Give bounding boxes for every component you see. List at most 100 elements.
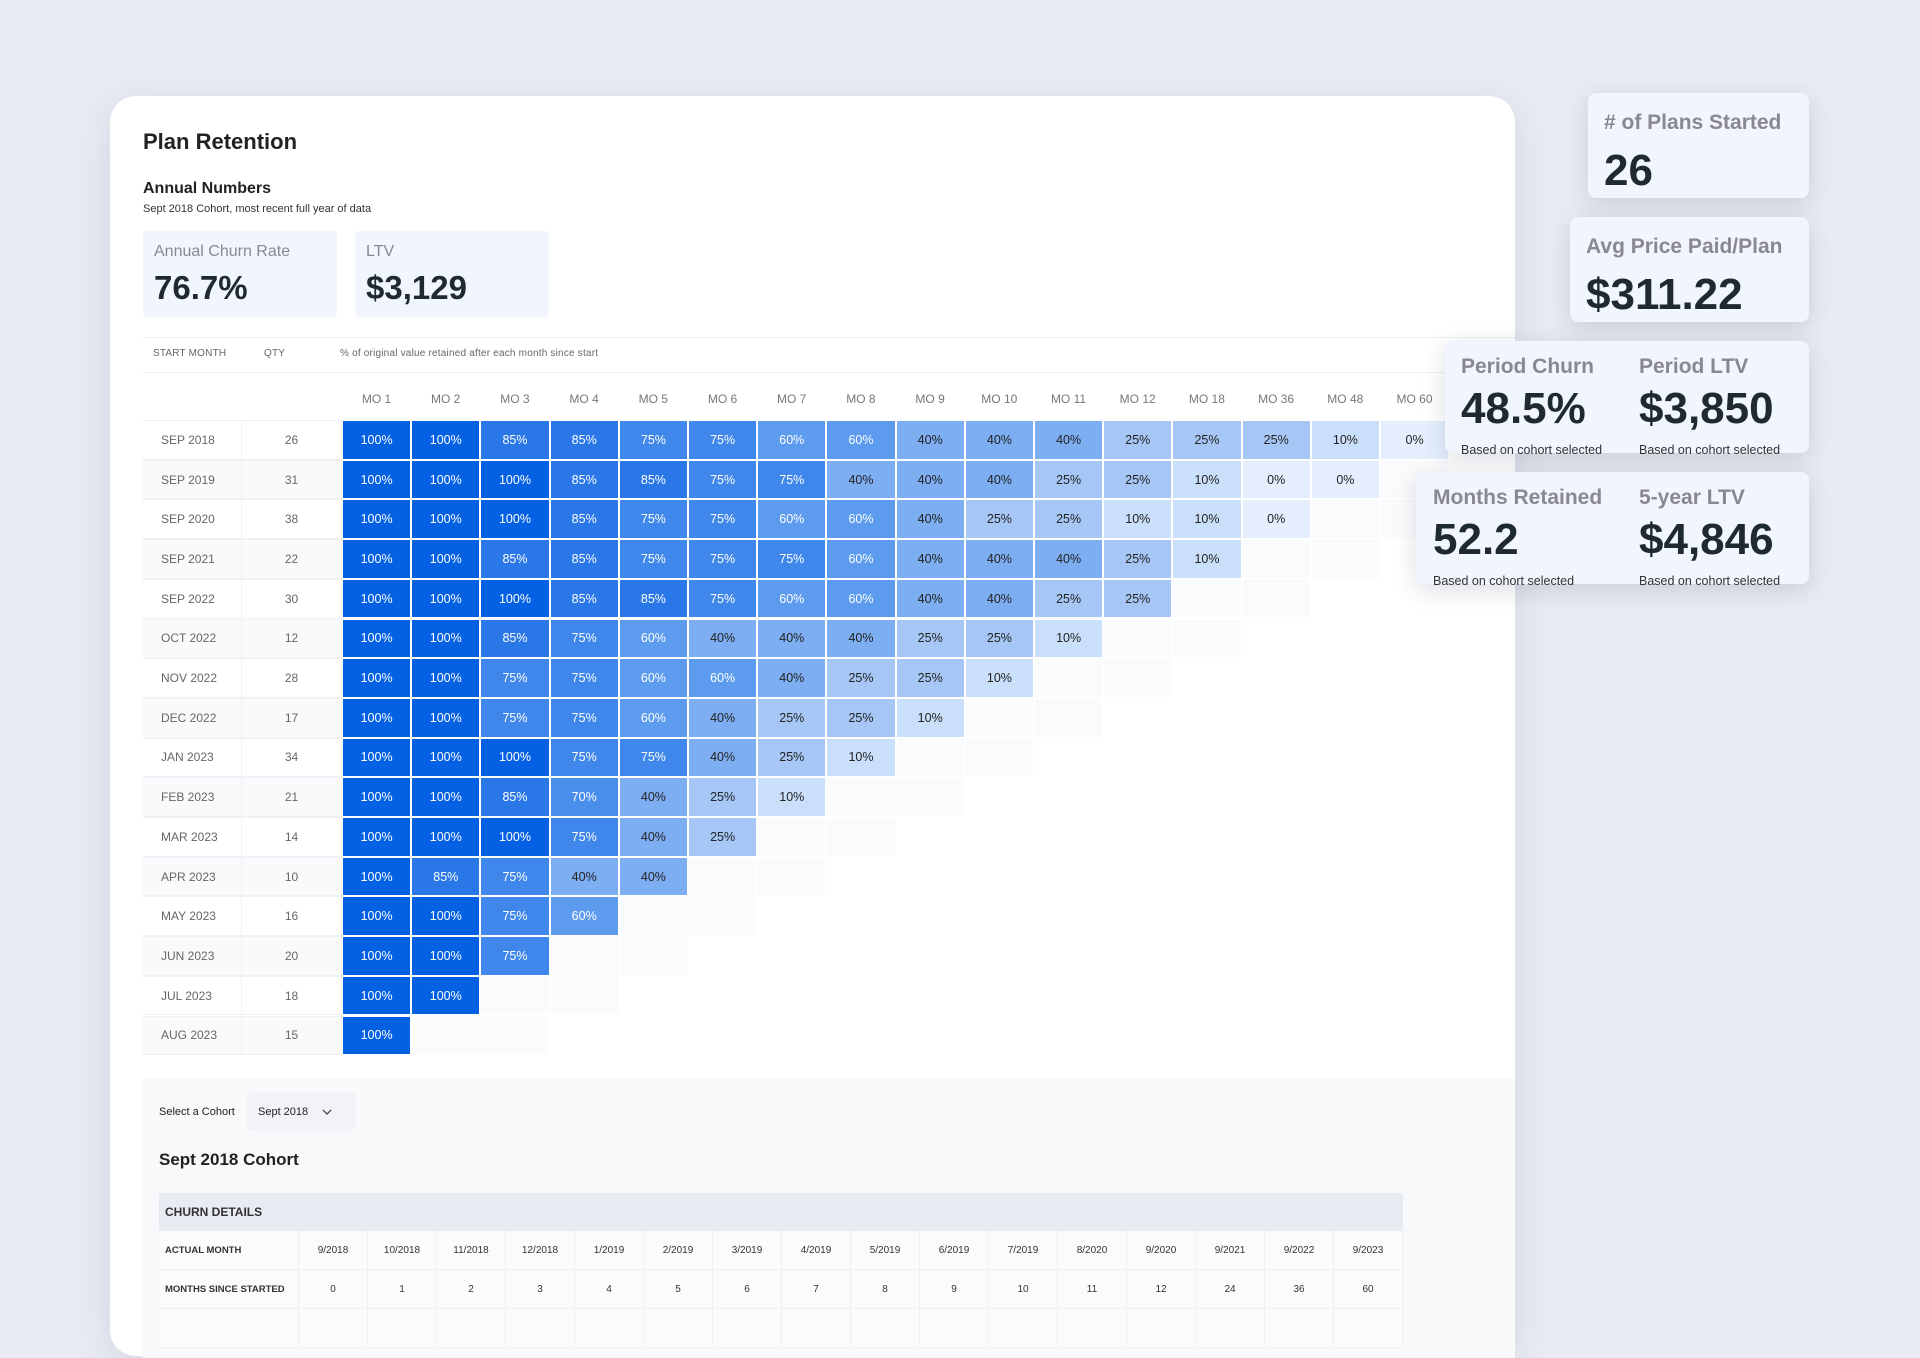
table-cell: 2/2019: [644, 1231, 713, 1269]
heatmap-empty-cell: [1034, 697, 1104, 738]
heatmap-cell: 100%: [342, 697, 412, 738]
row-start-month: DEC 2022: [143, 697, 242, 738]
heatmap-cell: 25%: [1172, 420, 1242, 460]
card-value: $4,846: [1639, 515, 1774, 564]
heatmap-cell: 25%: [826, 658, 896, 698]
heatmap-cell: 40%: [1034, 539, 1104, 579]
row-start-month: APR 2023: [143, 856, 242, 897]
heatmap-cell: 60%: [757, 499, 827, 540]
month-header: MO 7: [777, 392, 807, 406]
month-header: MO 8: [846, 392, 876, 406]
heatmap-empty-cell: [480, 975, 550, 1016]
row-start-month: OCT 2022: [143, 618, 242, 659]
table-cell: 10/2018: [368, 1231, 437, 1269]
cohort-dropdown[interactable]: Sept 2018: [247, 1092, 356, 1131]
table-cell: 1: [368, 1270, 437, 1308]
month-header: MO 6: [707, 392, 738, 406]
heatmap-cell: 100%: [342, 459, 412, 500]
months-since-row: MONTHS SINCE STARTED 0 1 2 3 4 5 6 7 8 9 10 11 12 24 36…: [159, 1270, 1403, 1309]
month-header: MO 48: [1327, 392, 1364, 406]
divider: [143, 372, 1515, 373]
heatmap-cell: 25%: [1103, 420, 1173, 460]
row-qty: 30: [242, 578, 342, 619]
heatmap-cell: 75%: [688, 578, 758, 619]
table-cell: [1058, 1309, 1127, 1347]
row-qty: 34: [242, 737, 342, 778]
table-cell: 9/2023: [1334, 1231, 1403, 1269]
row-start-month: FEB 2023: [143, 777, 242, 817]
heatmap-cell: 75%: [549, 737, 619, 778]
table-cell: [299, 1309, 368, 1347]
heatmap-cell: 100%: [411, 936, 481, 976]
table-cell: 5/2019: [851, 1231, 920, 1269]
row-start-month: SEP 2022: [143, 578, 242, 619]
page-title: Plan Retention: [143, 129, 298, 154]
heatmap-cell: 10%: [757, 777, 827, 817]
heatmap-cell: 75%: [480, 697, 550, 738]
table-cell: 6: [713, 1270, 782, 1308]
heatmap-cell: 40%: [895, 539, 965, 579]
heatmap-cell: 85%: [480, 777, 550, 817]
heatmap-cell: 100%: [342, 936, 412, 976]
heatmap-cell: 75%: [688, 499, 758, 540]
heatmap-cell: 40%: [826, 618, 896, 659]
table-cell: 8/2020: [1058, 1231, 1127, 1269]
row-start-month: SEP 2018: [143, 420, 242, 460]
heatmap-cell: 0%: [1380, 420, 1450, 460]
cohort-section: Select a Cohort Sept 2018 Sept 2018 Coho…: [143, 1078, 1515, 1358]
heatmap-cell: 40%: [618, 817, 688, 857]
kpi-label: Annual Churn Rate: [154, 243, 291, 260]
card-value: $311.22: [1586, 270, 1743, 319]
card-label: # of Plans Started: [1604, 111, 1782, 134]
table-cell: 2: [437, 1270, 506, 1308]
churn-details-header: CHURN DETAILS: [159, 1193, 1403, 1231]
plans-started-card: # of Plans Started 26: [1588, 93, 1809, 198]
heatmap-cell: 100%: [342, 539, 412, 579]
table-cell: 8: [851, 1270, 920, 1308]
heatmap-cell: 100%: [480, 459, 550, 500]
heatmap-cell: 40%: [964, 578, 1034, 619]
heatmap-cell: 100%: [411, 896, 481, 937]
month-header: MO 11: [1050, 392, 1087, 406]
row-qty: 14: [242, 817, 342, 857]
card-note: Based on cohort selected: [1639, 443, 1781, 457]
heatmap-empty-cell: [1172, 578, 1242, 619]
heatmap-cell: 40%: [688, 737, 758, 778]
row-start-month: NOV 2022: [143, 658, 242, 698]
row-qty: 18: [242, 975, 342, 1016]
month-header: MO 5: [638, 392, 668, 406]
heatmap-empty-cell: [1310, 499, 1380, 540]
heatmap-cell: 25%: [1034, 578, 1104, 619]
table-cell: 12/2018: [506, 1231, 575, 1269]
table-cell: 10: [989, 1270, 1058, 1308]
table-cell: 9/2022: [1265, 1231, 1334, 1269]
heatmap-cell: 10%: [826, 737, 896, 778]
heatmap-cell: 25%: [895, 658, 965, 698]
heatmap-cell: 75%: [618, 499, 688, 540]
heatmap-cell: 40%: [826, 459, 896, 500]
heatmap-cell: 75%: [618, 420, 688, 460]
heatmap-cell: 100%: [342, 658, 412, 698]
table-cell: 5: [644, 1270, 713, 1308]
heatmap-cell: 40%: [688, 618, 758, 659]
heatmap-cell: 100%: [342, 420, 412, 460]
heatmap-cell: 70%: [549, 777, 619, 817]
heatmap-cell: 40%: [895, 459, 965, 500]
heatmap-cell: 85%: [549, 499, 619, 540]
heatmap-empty-cell: [480, 1015, 550, 1056]
heatmap-cell: 60%: [826, 578, 896, 619]
row-qty: 21: [242, 777, 342, 817]
retention-description: % of original value retained after each …: [340, 348, 599, 359]
heatmap-cell: 40%: [964, 539, 1034, 579]
month-header: MO 9: [915, 392, 945, 406]
heatmap-cell: 40%: [618, 777, 688, 817]
heatmap-empty-cell: [411, 1015, 481, 1056]
heatmap-empty-cell: [618, 936, 688, 976]
heatmap-cell: 0%: [1241, 459, 1311, 500]
heatmap-cell: 100%: [342, 856, 412, 897]
table-cell: [1196, 1309, 1265, 1347]
month-header: MO 4: [569, 392, 599, 406]
table-cell: 9/2018: [299, 1231, 368, 1269]
card-label: Months Retained: [1433, 486, 1603, 509]
table-cell: 36: [1265, 1270, 1334, 1308]
